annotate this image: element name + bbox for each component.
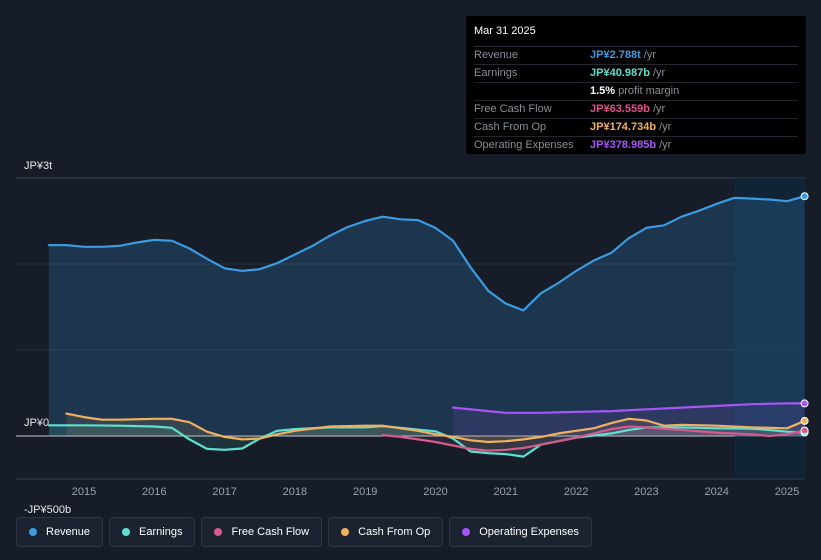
tooltip-value: JP¥40.987b	[590, 67, 650, 79]
legend-dot-icon	[122, 528, 131, 536]
tooltip-unit: /yr	[659, 121, 672, 133]
x-tick-label: 2015	[72, 486, 96, 498]
cash-from-op-end-point	[800, 416, 809, 425]
tooltip-row-earnings: Earnings JP¥40.987b /yr	[474, 65, 798, 83]
x-tick-label: 2025	[775, 486, 799, 498]
legend-label: Revenue	[46, 526, 91, 538]
tooltip-row-revenue: Revenue JP¥2.788t /yr	[474, 47, 798, 65]
legend-label: Operating Expenses	[479, 526, 579, 538]
tooltip-row-profit-margin: 1.5% profit margin	[474, 83, 798, 101]
legend-dot-icon	[214, 528, 223, 536]
tooltip-row-free-cash-flow: Free Cash Flow JP¥63.559b /yr	[474, 101, 798, 119]
tooltip-label: Revenue	[474, 49, 519, 61]
x-tick-label: 2018	[283, 486, 307, 498]
legend-label: Earnings	[139, 526, 183, 538]
tooltip-value: JP¥174.734b	[590, 121, 657, 133]
y-axis-labels: JP¥3t JP¥0 -JP¥500b	[24, 160, 71, 516]
series-end-markers	[800, 192, 809, 437]
tooltip-unit: /yr	[652, 103, 666, 115]
x-tick-label: 2024	[704, 486, 728, 498]
tooltip-value: JP¥378.985b	[590, 139, 657, 151]
revenue-end-point	[800, 192, 809, 201]
legend-dot-icon	[341, 528, 350, 536]
legend-item-operating-expenses[interactable]: Operating Expenses	[449, 517, 592, 547]
cash-from-op-area	[66, 413, 805, 442]
gridlines	[16, 177, 805, 480]
free-cash-flow-area	[382, 426, 805, 451]
tooltip-label: Earnings	[474, 67, 518, 79]
y-tick-label: -JP¥500b	[24, 504, 71, 516]
operating-expenses-end-point	[800, 399, 809, 408]
y-tick-label: JP¥3t	[24, 160, 52, 172]
x-tick-label: 2016	[142, 486, 166, 498]
x-tick-label: 2022	[564, 486, 588, 498]
x-tick-label: 2020	[423, 486, 447, 498]
profit-margin-label: profit margin	[618, 85, 680, 97]
legend-item-revenue[interactable]: Revenue	[16, 517, 104, 547]
tooltip-value: JP¥2.788t	[590, 49, 641, 61]
tooltip-row-cash-from-op: Cash From Op JP¥174.734b /yr	[474, 119, 798, 137]
tooltip-label: Operating Expenses	[474, 139, 574, 151]
tooltip-date: Mar 31 2025	[474, 24, 798, 47]
legend-item-earnings[interactable]: Earnings	[109, 517, 196, 547]
tooltip-label: Free Cash Flow	[474, 103, 552, 115]
x-tick-label: 2021	[494, 486, 518, 498]
tooltip-value: JP¥63.559b	[590, 103, 650, 115]
legend-dot-icon	[29, 528, 37, 536]
operating-expenses-line	[452, 402, 806, 414]
tooltip-label: Cash From Op	[474, 121, 547, 133]
revenue-area	[48, 196, 805, 436]
x-tick-label: 2019	[353, 486, 377, 498]
legend: Revenue Earnings Free Cash Flow Cash Fro…	[16, 517, 592, 547]
x-tick-label: 2017	[212, 486, 236, 498]
legend-item-cash-from-op[interactable]: Cash From Op	[328, 517, 444, 547]
legend-dot-icon	[462, 528, 471, 536]
y-tick-label: JP¥0	[24, 417, 49, 429]
legend-label: Cash From Op	[358, 526, 431, 538]
series-lines	[47, 195, 806, 458]
tooltip-unit: /yr	[643, 49, 656, 61]
revenue-line	[47, 195, 806, 312]
tooltip-row-operating-expenses: Operating Expenses JP¥378.985b /yr	[474, 137, 798, 154]
tooltip-panel: Mar 31 2025 Revenue JP¥2.788t /yr Earnin…	[466, 16, 806, 154]
free-cash-flow-line	[381, 425, 806, 452]
legend-label: Free Cash Flow	[231, 526, 310, 538]
x-tick-label: 2023	[634, 486, 658, 498]
cash-from-op-line	[65, 412, 806, 444]
tooltip-unit: /yr	[652, 67, 666, 79]
tooltip-unit: /yr	[659, 139, 672, 151]
x-axis-labels: 2015 2016 2017 2018 2019 2020 2021 2022 2023 2024…	[72, 486, 799, 498]
legend-item-free-cash-flow[interactable]: Free Cash Flow	[201, 517, 323, 547]
profit-margin-value: 1.5%	[590, 85, 616, 97]
free-cash-flow-end-point	[800, 426, 809, 435]
series-fills	[48, 196, 805, 457]
